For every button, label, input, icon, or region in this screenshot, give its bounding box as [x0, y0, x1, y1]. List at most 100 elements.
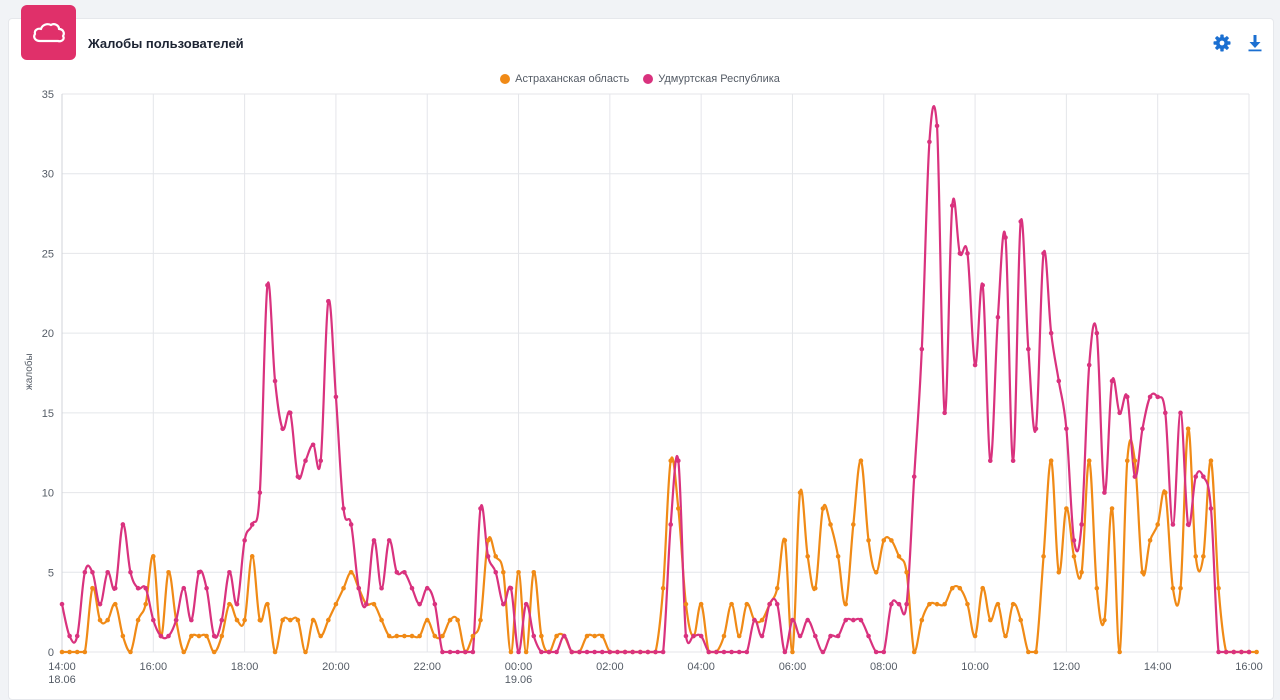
data-point[interactable]: [987, 458, 993, 463]
data-point[interactable]: [424, 585, 430, 591]
data-point[interactable]: [143, 601, 148, 607]
data-point[interactable]: [67, 633, 72, 639]
data-point[interactable]: [371, 601, 377, 607]
data-point[interactable]: [1254, 649, 1259, 655]
data-point[interactable]: [934, 123, 940, 129]
data-point[interactable]: [74, 649, 80, 655]
data-point[interactable]: [835, 554, 841, 559]
data-point[interactable]: [90, 585, 95, 591]
data-point[interactable]: [881, 649, 887, 655]
data-point[interactable]: [67, 649, 72, 655]
data-point[interactable]: [630, 649, 635, 655]
data-point[interactable]: [310, 442, 316, 448]
data-point[interactable]: [729, 601, 734, 607]
data-point[interactable]: [759, 633, 765, 639]
data-point[interactable]: [82, 649, 88, 655]
data-point[interactable]: [531, 569, 537, 575]
data-point[interactable]: [599, 633, 605, 639]
data-point[interactable]: [485, 554, 491, 559]
data-point[interactable]: [1048, 330, 1054, 336]
data-point[interactable]: [523, 649, 529, 655]
data-point[interactable]: [501, 601, 506, 607]
data-point[interactable]: [584, 649, 590, 655]
data-point[interactable]: [379, 585, 384, 591]
data-point[interactable]: [462, 649, 468, 655]
data-point[interactable]: [90, 569, 95, 575]
data-point[interactable]: [676, 458, 681, 463]
data-point[interactable]: [774, 601, 780, 607]
data-point[interactable]: [333, 601, 339, 607]
data-point[interactable]: [1033, 426, 1039, 432]
data-point[interactable]: [1147, 394, 1153, 400]
data-point[interactable]: [904, 601, 909, 607]
data-point[interactable]: [272, 378, 278, 384]
data-point[interactable]: [1041, 554, 1046, 559]
data-point[interactable]: [501, 569, 506, 575]
data-point[interactable]: [508, 585, 514, 591]
data-point[interactable]: [592, 649, 597, 655]
data-point[interactable]: [409, 633, 415, 639]
data-point[interactable]: [843, 601, 849, 607]
data-point[interactable]: [227, 601, 232, 607]
data-point[interactable]: [166, 569, 171, 575]
data-point[interactable]: [1102, 617, 1107, 623]
data-point[interactable]: [196, 633, 202, 639]
data-point[interactable]: [394, 633, 400, 639]
data-point[interactable]: [949, 203, 955, 208]
data-point[interactable]: [470, 633, 476, 639]
data-point[interactable]: [972, 633, 978, 639]
data-point[interactable]: [1170, 585, 1176, 591]
data-point[interactable]: [1064, 506, 1069, 511]
data-point[interactable]: [774, 585, 780, 591]
data-point[interactable]: [896, 554, 902, 559]
data-point[interactable]: [744, 649, 750, 655]
data-point[interactable]: [584, 633, 590, 639]
data-point[interactable]: [303, 458, 308, 463]
data-point[interactable]: [866, 633, 871, 639]
data-point[interactable]: [714, 649, 719, 655]
data-point[interactable]: [348, 569, 354, 575]
data-point[interactable]: [995, 314, 1001, 320]
data-point[interactable]: [1155, 522, 1160, 527]
data-point[interactable]: [942, 410, 947, 416]
data-point[interactable]: [249, 554, 255, 559]
data-point[interactable]: [1064, 426, 1069, 432]
data-point[interactable]: [432, 601, 438, 607]
data-point[interactable]: [949, 585, 955, 591]
data-point[interactable]: [668, 522, 674, 527]
data-point[interactable]: [1170, 522, 1176, 527]
data-point[interactable]: [242, 617, 247, 623]
data-point[interactable]: [1208, 458, 1214, 463]
data-point[interactable]: [1056, 569, 1062, 575]
data-point[interactable]: [881, 538, 887, 543]
data-point[interactable]: [97, 601, 103, 607]
data-point[interactable]: [698, 633, 704, 639]
data-point[interactable]: [919, 346, 925, 352]
data-point[interactable]: [676, 506, 681, 511]
data-point[interactable]: [440, 649, 445, 655]
data-point[interactable]: [59, 601, 65, 607]
data-point[interactable]: [1033, 649, 1039, 655]
data-point[interactable]: [318, 633, 324, 639]
data-point[interactable]: [1026, 649, 1031, 655]
data-point[interactable]: [987, 617, 993, 623]
data-point[interactable]: [447, 649, 453, 655]
data-point[interactable]: [1079, 569, 1084, 575]
data-point[interactable]: [409, 585, 415, 591]
data-point[interactable]: [424, 617, 430, 623]
data-point[interactable]: [790, 617, 795, 623]
data-point[interactable]: [341, 585, 346, 591]
data-point[interactable]: [1041, 251, 1046, 256]
data-point[interactable]: [1094, 330, 1100, 336]
data-point[interactable]: [957, 251, 963, 256]
data-point[interactable]: [820, 506, 826, 511]
data-point[interactable]: [189, 633, 194, 639]
data-point[interactable]: [1239, 649, 1244, 655]
data-point[interactable]: [493, 554, 499, 559]
data-point[interactable]: [896, 601, 902, 607]
data-point[interactable]: [341, 506, 346, 511]
data-point[interactable]: [1208, 506, 1214, 511]
data-point[interactable]: [546, 649, 552, 655]
data-point[interactable]: [1117, 649, 1122, 655]
data-point[interactable]: [257, 617, 263, 623]
